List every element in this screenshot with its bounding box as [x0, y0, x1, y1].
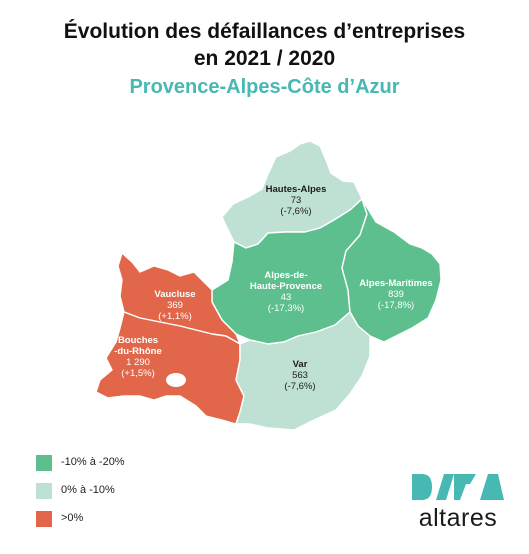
- label-alpes-maritimes-value: 839: [388, 289, 404, 300]
- label-var-name_lines-0: Var: [293, 359, 308, 370]
- legend-label-orange: >0%: [61, 512, 84, 524]
- department-shapes: [95, 140, 442, 431]
- legend-item-light-green: 0% à -10%: [36, 483, 236, 499]
- label-alpes-de-haute-provence-name_lines-0: Alpes-de-: [264, 270, 307, 281]
- label-hautes-alpes-change: (-7,6%): [280, 206, 311, 217]
- legend-label-light-green: 0% à -10%: [61, 484, 115, 496]
- legend-item-orange: >0%: [36, 511, 236, 527]
- department-shape-bouches-du-rhone: [95, 311, 245, 425]
- label-vaucluse-value: 369: [167, 300, 183, 311]
- label-alpes-de-haute-provence-name_lines-1: Haute-Provence: [250, 281, 322, 292]
- title-line-1: Évolution des défaillances d’entreprises: [63, 20, 466, 43]
- label-alpes-de-haute-provence-value: 43: [281, 292, 292, 303]
- label-alpes-maritimes-name_lines-0: Alpes-Maritimes: [359, 278, 432, 289]
- label-vaucluse-change: (+1,1%): [158, 311, 192, 322]
- legend-swatch-light-green: [36, 483, 52, 499]
- legend-label-dark-green: -10% à -20%: [61, 456, 125, 468]
- label-bouches-du-rhone-name_lines-0: Bouches: [118, 335, 158, 346]
- department-shape-var: [235, 311, 371, 431]
- label-bouches-du-rhone-value: 1 290: [126, 357, 150, 368]
- data-altares-logo: altares: [408, 470, 508, 536]
- label-hautes-alpes-name_lines-0: Hautes-Alpes: [266, 184, 327, 195]
- department-labels: Hautes-Alpes73(-7,6%)Alpes-de-Haute-Prov…: [114, 184, 432, 392]
- label-alpes-de-haute-provence-change: (-17,3%): [268, 303, 304, 314]
- label-var-change: (-7,6%): [284, 381, 315, 392]
- label-var-value: 563: [292, 370, 308, 381]
- label-vaucluse-name_lines-0: Vaucluse: [154, 289, 195, 300]
- label-alpes-maritimes-change: (-17,8%): [378, 300, 414, 311]
- map-title: Évolution des défaillances d’entreprises…: [0, 18, 529, 72]
- label-hautes-alpes-value: 73: [291, 195, 302, 206]
- legend-item-dark-green: -10% à -20%: [36, 455, 236, 471]
- altares-wordmark: altares: [418, 504, 498, 532]
- data-logo-mark: [412, 474, 504, 500]
- region-subtitle: Provence-Alpes-Côte d’Azur: [129, 76, 400, 98]
- title-line-2: en 2021 / 2020: [193, 47, 336, 70]
- etang-de-berre-lake: [166, 373, 186, 387]
- label-bouches-du-rhone-change: (+1,5%): [121, 368, 155, 379]
- legend-swatch-orange: [36, 511, 52, 527]
- department-shape-alpes-maritimes: [341, 198, 442, 343]
- legend-swatch-dark-green: [36, 455, 52, 471]
- label-bouches-du-rhone-name_lines-1: -du-Rhône: [114, 346, 162, 357]
